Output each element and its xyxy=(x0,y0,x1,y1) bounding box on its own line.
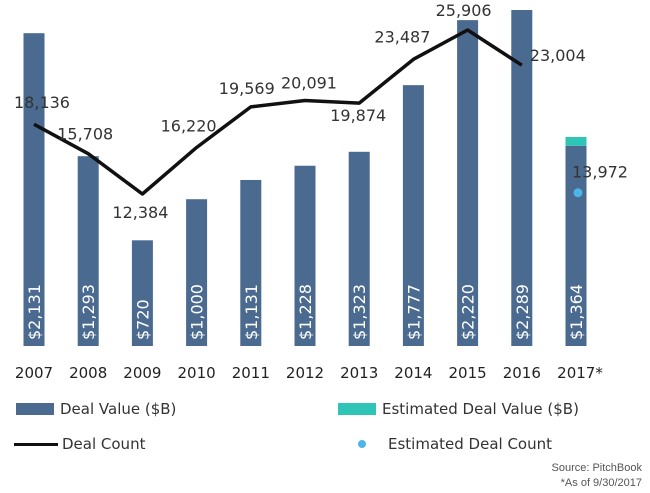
bar-deal-value xyxy=(511,10,533,346)
legend-est-deal-count: Estimated Deal Count xyxy=(336,435,552,453)
line-value-label: 16,220 xyxy=(161,116,217,135)
bar-value-label: $2,289 xyxy=(513,284,532,340)
bar-deal-value xyxy=(77,156,99,346)
line-value-label: 23,487 xyxy=(374,27,430,46)
legend-deal-count: Deal Count xyxy=(14,435,145,453)
bar-value-label: $1,323 xyxy=(350,284,369,340)
legend-label-deal-count: Deal Count xyxy=(62,435,146,453)
x-axis-label: 2011 xyxy=(232,364,270,380)
bar-value-label: $1,293 xyxy=(79,284,98,340)
source-note: Source: PitchBook xyxy=(551,462,643,474)
x-axis-label: 2013 xyxy=(340,364,378,380)
bar-estimated-deal-value xyxy=(565,136,587,146)
bar-deal-value xyxy=(23,33,45,347)
x-axis-labels: 2007 2008 2009 2010 2011 2012 2013 2014 2015 2016… xyxy=(15,364,603,380)
legend-deal-value: Deal Value ($B) xyxy=(16,400,176,418)
bar-value-label: $1,228 xyxy=(296,284,315,340)
x-axis-label: 2009 xyxy=(123,364,161,380)
bar-labels-layer: $2,131 $1,293 $720 $1,000 $1,131 $1,228 $1,323… xyxy=(25,284,586,340)
legend-swatch-deal-count xyxy=(14,442,58,446)
bar-deal-value xyxy=(131,240,153,346)
bar-deal-value xyxy=(457,20,479,346)
bar-value-label: $1,000 xyxy=(188,284,207,340)
x-axis-label: 2016 xyxy=(503,364,541,380)
line-value-label: 19,569 xyxy=(219,79,275,98)
legend-label-est-deal-count: Estimated Deal Count xyxy=(388,435,552,453)
point-value-label: 13,972 xyxy=(572,163,628,182)
line-value-label: 20,091 xyxy=(281,74,337,93)
chart: $2,131 $1,293 $720 $1,000 $1,131 $1,228 $1,323… xyxy=(14,1,628,380)
legend-swatch-deal-value xyxy=(16,403,54,415)
line-value-label: 19,874 xyxy=(330,106,386,125)
legend-est-deal-value: Estimated Deal Value ($B) xyxy=(338,400,579,418)
x-axis-label: 2017* xyxy=(557,364,603,380)
line-deal-count xyxy=(33,28,523,196)
as-of-note: *As of 9/30/2017 xyxy=(560,477,642,489)
legend-label-deal-value: Deal Value ($B) xyxy=(60,400,177,418)
x-axis-label: 2010 xyxy=(178,364,216,380)
x-axis-label: 2014 xyxy=(394,364,432,380)
x-axis-label: 2012 xyxy=(286,364,324,380)
bar-deal-value xyxy=(402,85,424,347)
bar-value-label: $2,131 xyxy=(25,284,44,340)
bar-value-label: $1,364 xyxy=(567,284,586,340)
legend-swatch-est-deal-value xyxy=(338,403,376,415)
line-value-label: 15,708 xyxy=(57,125,113,144)
x-axis-label: 2015 xyxy=(449,364,487,380)
line-value-label: 23,004 xyxy=(530,46,586,65)
line-value-label: 25,906 xyxy=(436,1,492,20)
x-axis-label: 2008 xyxy=(69,364,107,380)
line-value-label: 12,384 xyxy=(112,203,168,222)
bar-value-label: $1,131 xyxy=(242,284,261,340)
legend-swatch-est-deal-count xyxy=(358,440,366,448)
point-estimated-deal-count xyxy=(573,188,583,198)
line-layer xyxy=(33,28,583,198)
bar-value-label: $720 xyxy=(133,299,152,340)
bar-deal-value xyxy=(294,165,316,346)
legend-label-est-deal-value: Estimated Deal Value ($B) xyxy=(382,400,579,418)
bar-value-label: $2,220 xyxy=(459,284,478,340)
bar-deal-value xyxy=(186,199,208,346)
bar-deal-value xyxy=(240,179,262,346)
line-value-label: 18,136 xyxy=(14,93,70,112)
x-axis-label: 2007 xyxy=(15,364,53,380)
bar-value-label: $1,777 xyxy=(404,284,423,340)
bar-deal-value xyxy=(348,151,370,346)
